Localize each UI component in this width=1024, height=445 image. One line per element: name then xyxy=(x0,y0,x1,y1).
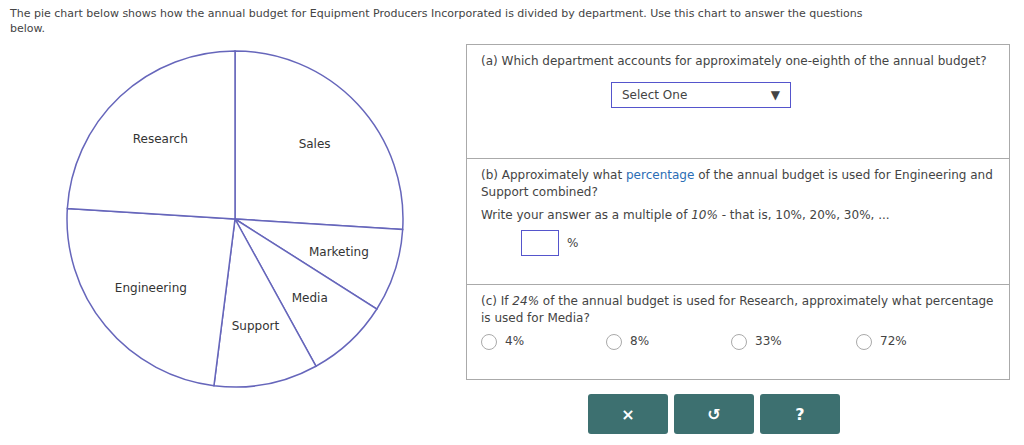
annotation: - that is, 10%, 20%, 30%, ... xyxy=(718,208,890,222)
slice-label: Engineering xyxy=(115,281,187,295)
button-row: ×↺? xyxy=(588,394,840,434)
question: (c) If 24% of the annual budget is used … xyxy=(481,293,995,327)
pie-chart: Sales Marketing Media Support Engineering Res… xyxy=(20,44,450,394)
radio-option[interactable]: 33% xyxy=(731,333,856,350)
slice-label: Marketing xyxy=(309,245,369,259)
radio-circle[interactable] xyxy=(481,334,497,350)
radio-label: 72% xyxy=(880,333,907,350)
input-box[interactable] xyxy=(521,230,559,256)
select-text: Select One xyxy=(622,87,687,104)
pie-slice xyxy=(235,51,403,230)
slice-label: Media xyxy=(292,291,328,305)
button[interactable]: ↺ xyxy=(674,394,754,434)
input-unit: % xyxy=(567,235,578,252)
section-b: (b) Approximately what percentage of the… xyxy=(467,159,1009,285)
radio-circle[interactable] xyxy=(856,334,872,350)
radio-option[interactable]: 4% xyxy=(481,333,606,350)
radio-label: 8% xyxy=(630,333,649,350)
wedges xyxy=(67,51,403,387)
question: (a) Which department accounts for approx… xyxy=(481,53,995,70)
annotation: Write your answer as a multiple of xyxy=(481,208,691,222)
button[interactable]: × xyxy=(588,394,668,434)
section-c: (c) If 24% of the annual budget is used … xyxy=(467,285,1009,358)
annotation: 10% xyxy=(691,208,718,222)
question-panel: (a) Which department accounts for approx… xyxy=(466,44,1010,380)
radio-option[interactable]: 72% xyxy=(856,333,981,350)
button[interactable]: ? xyxy=(760,394,840,434)
select-arrow: ▼ xyxy=(771,87,780,104)
pie-slice xyxy=(67,208,235,385)
radio-label: 33% xyxy=(755,333,782,350)
link-text: percentage xyxy=(626,168,694,182)
radio-label: 4% xyxy=(505,333,524,350)
question: (b) Approximately what percentage of the… xyxy=(481,167,995,201)
annotation: of the annual budget is used for Researc… xyxy=(481,294,993,325)
slice-label: Research xyxy=(133,132,188,146)
input-row: % xyxy=(521,230,995,256)
radio-option[interactable]: 8% xyxy=(606,333,731,350)
select-box[interactable]: Select One ▼ xyxy=(611,82,791,108)
section-a: (a) Which department accounts for approx… xyxy=(467,45,1009,159)
annotation: (a) Which department accounts for approx… xyxy=(481,54,987,68)
title: The pie chart below shows how the annual… xyxy=(10,6,1014,36)
radio-circle[interactable] xyxy=(731,334,747,350)
annotation: (c) If xyxy=(481,294,512,308)
slice-label: Support xyxy=(232,319,280,333)
labels: Sales Marketing Media Support Engineering Res… xyxy=(115,132,369,333)
annotation: 24% xyxy=(512,294,539,308)
pie-slice xyxy=(67,51,235,219)
annotation: (b) Approximately what xyxy=(481,168,626,182)
radio-group: 4% 8% 33% 72% xyxy=(481,333,995,350)
slice-label: Sales xyxy=(299,137,331,151)
question: Write your answer as a multiple of 10% -… xyxy=(481,207,995,224)
radio-circle[interactable] xyxy=(606,334,622,350)
